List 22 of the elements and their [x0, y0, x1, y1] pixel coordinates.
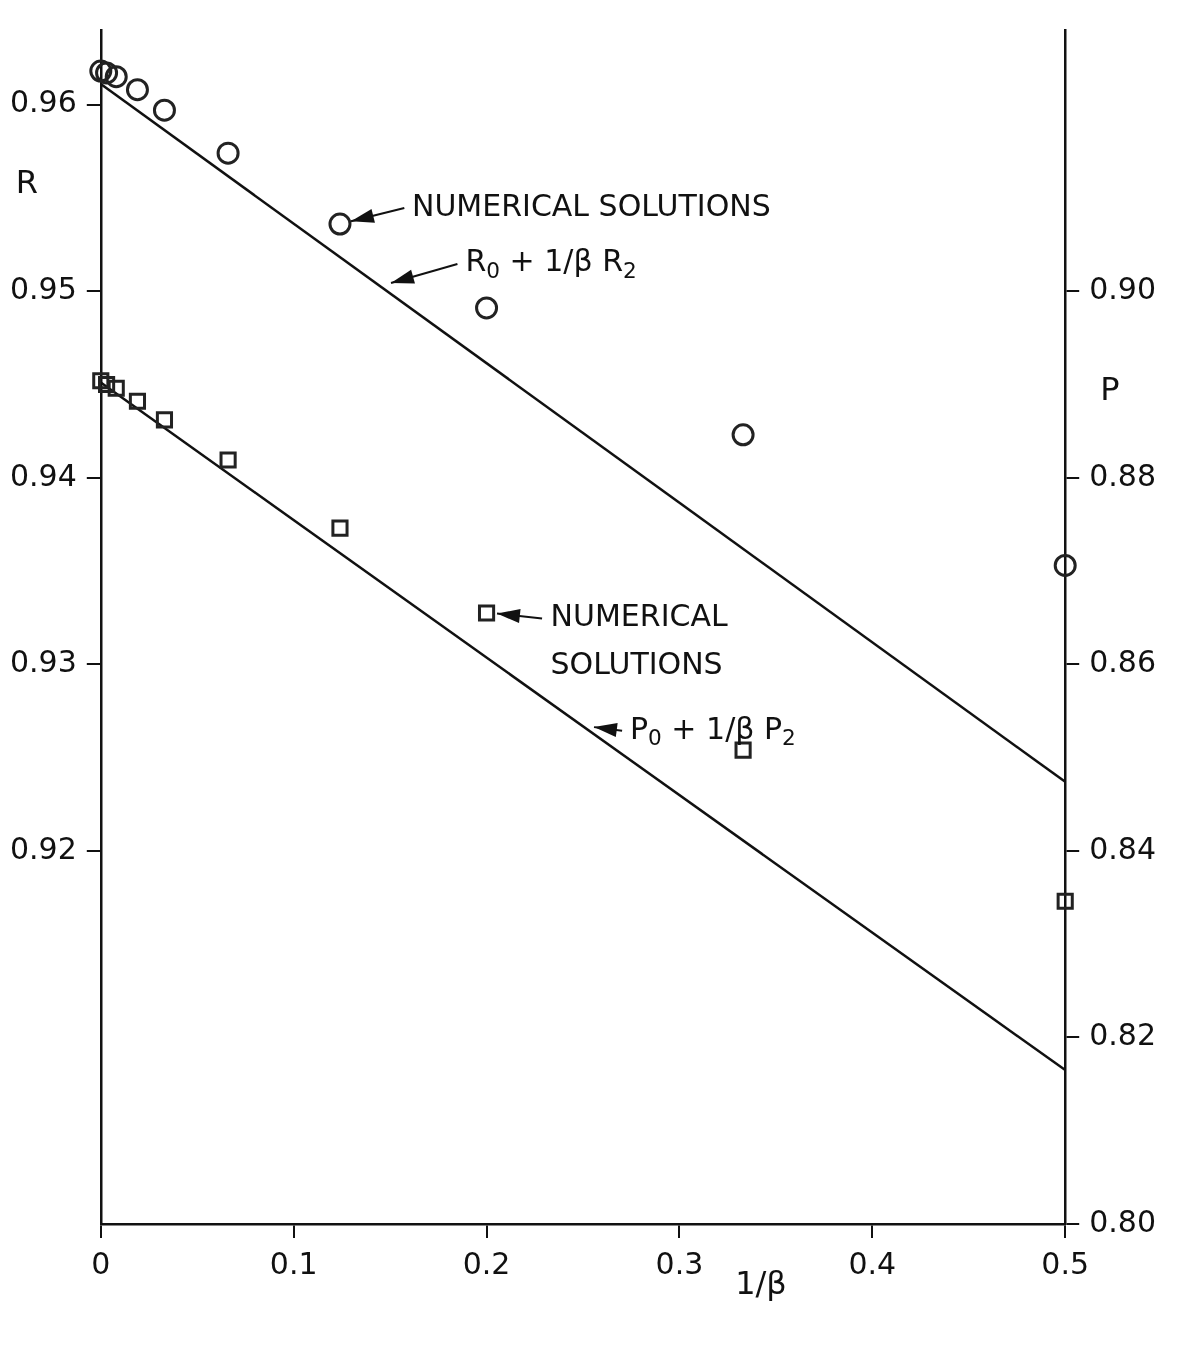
y-tick-label: 0.95: [10, 270, 77, 306]
y2-tick-label: 0.80: [1089, 1203, 1156, 1239]
x-tick-label: 0.5: [1041, 1245, 1090, 1281]
x-tick-label: 0.4: [848, 1245, 897, 1281]
x-tick-label: 0: [91, 1245, 111, 1281]
y-axis-title: R: [15, 162, 39, 201]
annotation: NUMERICAL SOLUTIONS: [550, 597, 728, 681]
y-tick-label: 0.92: [10, 830, 77, 866]
x-tick-label: 0.3: [655, 1245, 704, 1281]
annotation: NUMERICAL SOLUTIONS: [411, 187, 771, 223]
y2-tick-label: 0.88: [1089, 457, 1156, 493]
x-axis-title: 1/β: [735, 1264, 787, 1303]
x-tick-label: 0.2: [462, 1245, 511, 1281]
y2-axis-title: P: [1100, 369, 1120, 408]
y2-tick-label: 0.90: [1089, 270, 1156, 306]
y2-tick-label: 0.82: [1089, 1017, 1156, 1053]
y2-tick-label: 0.86: [1089, 644, 1156, 680]
y2-tick-label: 0.84: [1089, 830, 1156, 866]
y-tick-label: 0.96: [10, 84, 77, 120]
y-tick-label: 0.93: [10, 644, 77, 680]
y-tick-label: 0.94: [10, 457, 77, 493]
x-tick-label: 0.1: [269, 1245, 318, 1281]
